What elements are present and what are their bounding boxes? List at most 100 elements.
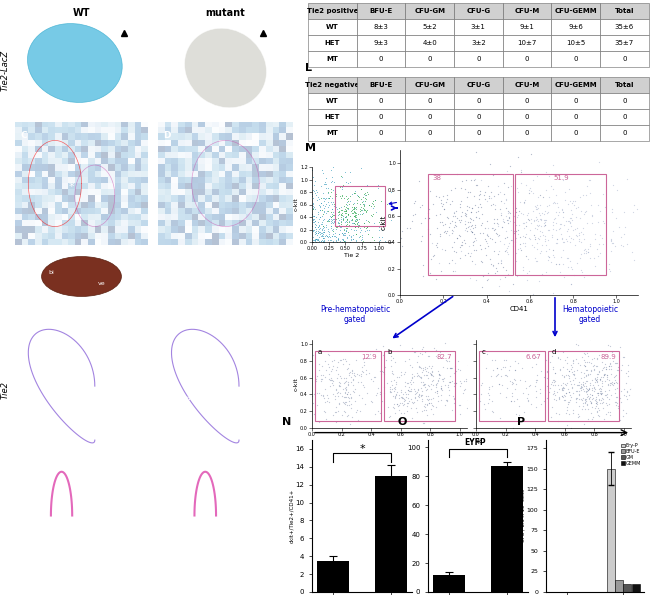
Point [340, 206, 350, 215]
Point [309, 236, 320, 246]
Point [532, 238, 542, 248]
Point [351, 230, 361, 239]
Point [309, 409, 319, 419]
Point [333, 392, 343, 401]
Point [442, 364, 452, 373]
Point [504, 217, 515, 226]
Point [307, 199, 318, 208]
Point [318, 234, 328, 243]
Point [447, 255, 458, 264]
Point [456, 211, 467, 221]
Point [337, 191, 347, 201]
Point [341, 208, 351, 217]
Point [592, 374, 602, 384]
Point [607, 239, 618, 248]
Point [468, 215, 478, 225]
Point [437, 244, 447, 253]
Point [334, 399, 345, 409]
Point [449, 221, 460, 230]
Point [552, 380, 563, 390]
Point [419, 380, 430, 389]
Point [585, 380, 595, 389]
Point [569, 370, 579, 380]
Point [592, 389, 603, 398]
Point [508, 228, 519, 237]
Point [369, 218, 379, 227]
Point [413, 164, 424, 173]
Point [450, 375, 461, 385]
Text: Hematopoietic
gated: Hematopoietic gated [562, 305, 618, 324]
Point [452, 214, 462, 223]
Point [377, 367, 387, 376]
Point [462, 192, 473, 202]
Point [367, 232, 378, 242]
Point [370, 372, 380, 381]
Point [465, 221, 476, 231]
Point [326, 216, 336, 226]
Point [599, 370, 609, 380]
Point [347, 366, 358, 375]
Point [578, 379, 588, 389]
Point [461, 175, 471, 184]
Point [535, 249, 545, 258]
Point [331, 365, 341, 375]
Point [522, 268, 532, 278]
Point [375, 235, 385, 245]
Point [322, 183, 333, 193]
Point [324, 217, 335, 226]
Point [526, 215, 536, 224]
Point [361, 225, 372, 234]
Point [572, 393, 582, 403]
Point [333, 369, 343, 378]
Point [395, 233, 406, 243]
Point [557, 234, 567, 243]
Point [346, 365, 357, 375]
Point [371, 345, 382, 354]
Point [409, 372, 419, 381]
Point [319, 236, 330, 246]
Point [580, 395, 591, 405]
Bar [515, 174, 606, 275]
Text: bi: bi [169, 321, 175, 326]
Point [521, 250, 531, 260]
Point [313, 359, 324, 369]
Point [474, 396, 485, 405]
Point [500, 246, 511, 255]
Point [329, 201, 339, 210]
Point [348, 202, 359, 212]
Point [335, 171, 346, 180]
Point [448, 208, 459, 217]
Point [591, 394, 601, 403]
Point [474, 190, 485, 199]
Point [421, 405, 431, 415]
Point [400, 356, 410, 366]
Point [558, 371, 569, 381]
Point [565, 390, 575, 400]
Point [541, 240, 552, 250]
Point [309, 186, 319, 196]
Point [455, 381, 465, 391]
Point [382, 402, 393, 412]
Point [330, 408, 340, 417]
Point [606, 234, 616, 243]
Point [343, 364, 353, 373]
Point [346, 215, 357, 225]
Point [561, 234, 571, 243]
Point [524, 381, 534, 391]
Point [595, 231, 606, 240]
Point [419, 380, 429, 389]
Point [314, 417, 324, 427]
Point [313, 236, 324, 246]
Point [616, 240, 626, 250]
Point [492, 267, 502, 276]
Point [584, 393, 595, 403]
Point [326, 373, 336, 383]
Point [568, 367, 578, 376]
Point [500, 392, 511, 402]
Point [425, 186, 436, 196]
Point [610, 375, 620, 384]
Point [469, 236, 480, 246]
Point [374, 217, 384, 227]
Point [461, 224, 471, 233]
Point [306, 371, 317, 380]
